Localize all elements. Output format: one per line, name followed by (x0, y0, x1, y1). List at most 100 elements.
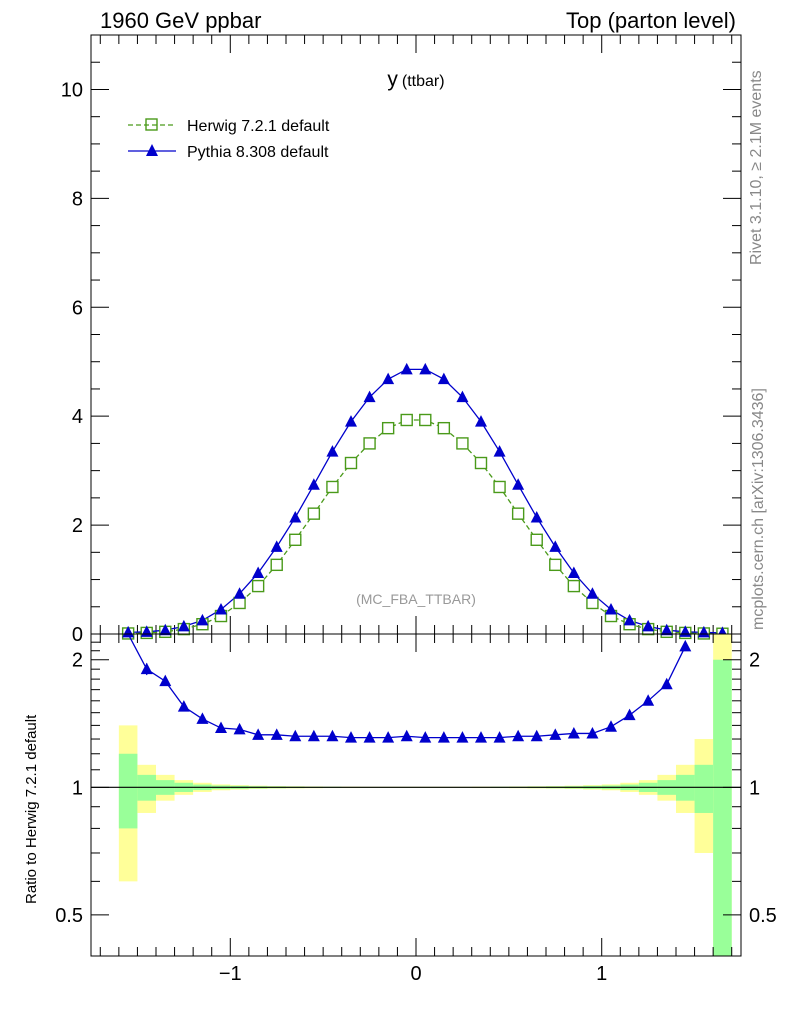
ratio-pythia-point (159, 674, 172, 687)
pythia-point (326, 445, 339, 457)
ratio-frame (90, 633, 742, 957)
herwig-point (400, 413, 413, 427)
pythia-point (605, 602, 617, 615)
pythia-point (159, 623, 172, 636)
ratio-pythia-point (307, 729, 320, 742)
pythia-point (270, 540, 283, 552)
ratio-pythia-point (400, 729, 413, 742)
ratio-panel: 0.5 0.5 1 1 2 2 −1 0 1 Ratio to Herwig 7.2.1 def… (23, 633, 777, 985)
ratio-axes: 0.5 0.5 1 1 2 2 −1 0 1 (55, 634, 777, 985)
ratio-series (127, 633, 692, 743)
legend-herwig-label: Herwig 7.2.1 default (187, 118, 330, 135)
pythia-point (642, 619, 655, 632)
ratio-pythia-point (177, 700, 190, 712)
pythia-point (567, 566, 580, 579)
pythia-point (549, 540, 562, 552)
herwig-point (363, 437, 376, 450)
header-left: 1960 GeV ppbar (100, 8, 261, 33)
header-right: Top (parton level) (566, 8, 736, 33)
ratio-pythia-point (345, 731, 357, 743)
pythia-point (252, 566, 265, 579)
legend: Herwig 7.2.1 default Pythia 8.308 defaul… (128, 118, 330, 161)
ratio-pythia-point (140, 662, 153, 675)
herwig-point (549, 558, 562, 572)
ratio-ytick-label-right: 0.5 (749, 905, 777, 927)
ratio-pythia-point (530, 729, 543, 742)
pythia-point (437, 372, 450, 385)
ratio-ytick-label: 1 (72, 777, 83, 799)
ratio-ytick-label-right: 1 (749, 777, 760, 799)
main-title-symbol: y (387, 68, 398, 91)
ratio-pythia-point (289, 729, 302, 742)
ratio-pythia-point (642, 694, 655, 706)
herwig-point (344, 456, 358, 470)
pythia-point (623, 613, 636, 626)
ratio-pythia-point (382, 731, 395, 743)
herwig-point (493, 480, 506, 494)
ratio-pythia-point (493, 731, 506, 743)
main-ytick-label: 2 (72, 515, 83, 537)
pythia-point (215, 602, 227, 615)
herwig-point (289, 533, 302, 546)
main-panel: y (ttbar) (MC_FBA_TTBAR) 0 2 4 6 8 10 Herwig 7… (61, 35, 741, 646)
herwig-point (381, 421, 395, 435)
legend-pythia: Pythia 8.308 default (128, 144, 329, 161)
ratio-pythia-point (363, 731, 376, 743)
main-ytick-label: 6 (72, 297, 83, 319)
ratio-pythia-point (660, 677, 673, 690)
ratio-pythia-point (549, 728, 562, 740)
pythia-point (493, 445, 506, 457)
ratio-ytick-label: 0.5 (55, 905, 83, 927)
pythia-point (382, 372, 395, 385)
pythia-point (289, 510, 302, 523)
pythia-point (307, 478, 320, 490)
ratio-band-inner (118, 753, 138, 829)
main-ytick-label: 4 (72, 406, 83, 428)
ratio-pythia-point (326, 729, 339, 742)
legend-pythia-marker (146, 144, 158, 156)
herwig-point (437, 421, 451, 435)
pythia-point (660, 623, 673, 636)
pythia-point (475, 415, 487, 427)
ratio-pythia-point (475, 731, 487, 743)
ratio-ylabel: Ratio to Herwig 7.2.1 default (23, 714, 40, 904)
ratio-pythia-point (456, 731, 469, 743)
watermark: (MC_FBA_TTBAR) (356, 591, 476, 607)
ratio-ytick-label-right: 2 (749, 650, 760, 672)
ratio-band-inner (694, 764, 714, 813)
ratio-band-inner (713, 659, 732, 956)
herwig-point (326, 480, 339, 494)
ratio-pythia-point (679, 639, 692, 652)
ratio-pythia-point (586, 726, 599, 739)
herwig-point (419, 413, 432, 427)
rivet-label: Rivet 3.1.10, ≥ 2.1M events (748, 70, 765, 265)
main-ytick-label: 0 (72, 624, 83, 646)
main-title-sub: (ttbar) (402, 73, 445, 90)
ratio-xtick-label: −1 (219, 963, 242, 985)
ratio-pythia-point (270, 728, 283, 740)
main-title: y (ttbar) (387, 68, 444, 91)
herwig-point (307, 507, 321, 520)
pythia-point (419, 362, 432, 375)
herwig-point (567, 579, 581, 593)
legend-pythia-label: Pythia 8.308 default (187, 144, 329, 161)
pythia-point (345, 415, 357, 427)
pythia-point (363, 390, 376, 403)
legend-herwig: Herwig 7.2.1 default (128, 118, 330, 135)
herwig-point (511, 507, 525, 520)
source-label: mcplots.cern.ch [arXiv:1306.3436] (750, 388, 767, 630)
herwig-point (233, 596, 246, 610)
pythia-point (177, 619, 190, 632)
herwig-point (474, 456, 488, 470)
herwig-point (586, 596, 599, 610)
ratio-pythia-point (419, 731, 432, 743)
ratio-pythia-point (233, 722, 246, 735)
legend-herwig-marker (145, 118, 158, 131)
pythia-point (456, 390, 469, 403)
ratio-pythia-point (567, 726, 580, 739)
ratio-pythia-point (605, 720, 617, 732)
main-ytick-label: 8 (72, 188, 83, 210)
ratio-pythia-point (196, 712, 209, 724)
herwig-point (530, 533, 543, 546)
